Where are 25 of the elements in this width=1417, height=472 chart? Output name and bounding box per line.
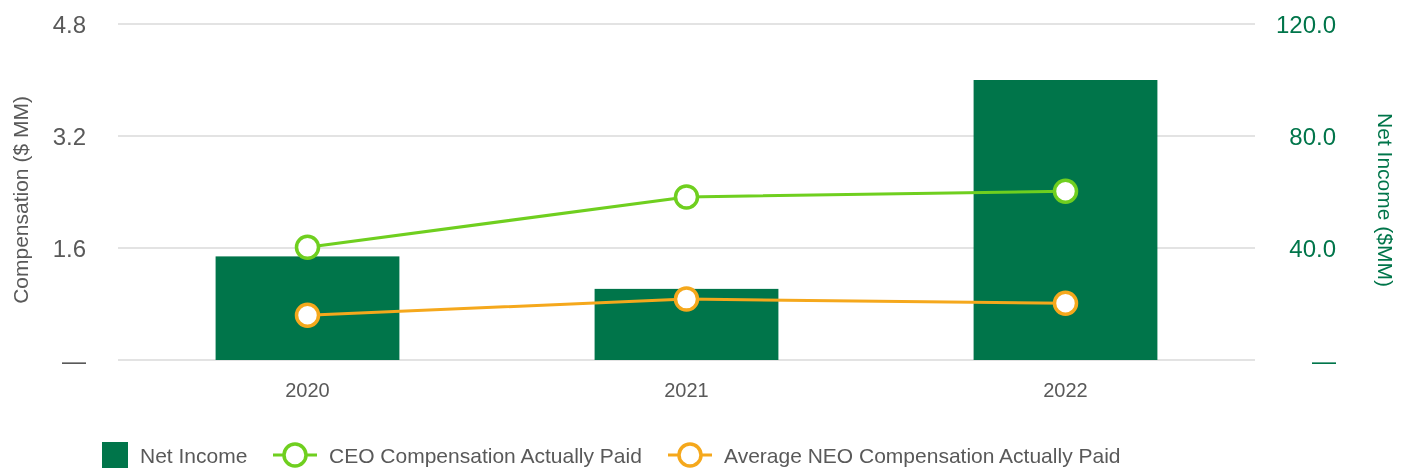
point [294, 302, 321, 328]
y2-tick-label: 80.0 [1289, 122, 1336, 150]
y2-tick-label: — [1312, 346, 1336, 374]
point [1052, 290, 1079, 317]
point [1052, 178, 1079, 205]
legend-label: Average NEO Compensation Actually Paid [724, 443, 1121, 467]
x-tick-label: 2020 [285, 379, 330, 401]
bar [215, 256, 400, 360]
legend-label: CEO Compensation Actually Paid [329, 443, 642, 467]
point [294, 234, 321, 261]
bar [594, 288, 779, 360]
y2-tick-label: 120.0 [1275, 10, 1336, 38]
point [673, 286, 700, 312]
bar [973, 80, 1158, 360]
x-tick-label: 2022 [1043, 379, 1088, 401]
x-tick-label: 2021 [664, 379, 709, 401]
y2-axis-title: Net Income ($MM) [1373, 113, 1397, 287]
y-tick-label: 1.6 [52, 234, 86, 262]
y-axis-title: Compensation ($ MM) [8, 96, 32, 304]
point [673, 184, 700, 210]
y-tick-label: 4.8 [52, 10, 86, 38]
y2-tick-label: 40.0 [1289, 234, 1336, 262]
legend-label: Net Income [140, 443, 248, 467]
y-tick-label: 3.2 [52, 122, 86, 150]
y-tick-label: — [62, 346, 86, 374]
